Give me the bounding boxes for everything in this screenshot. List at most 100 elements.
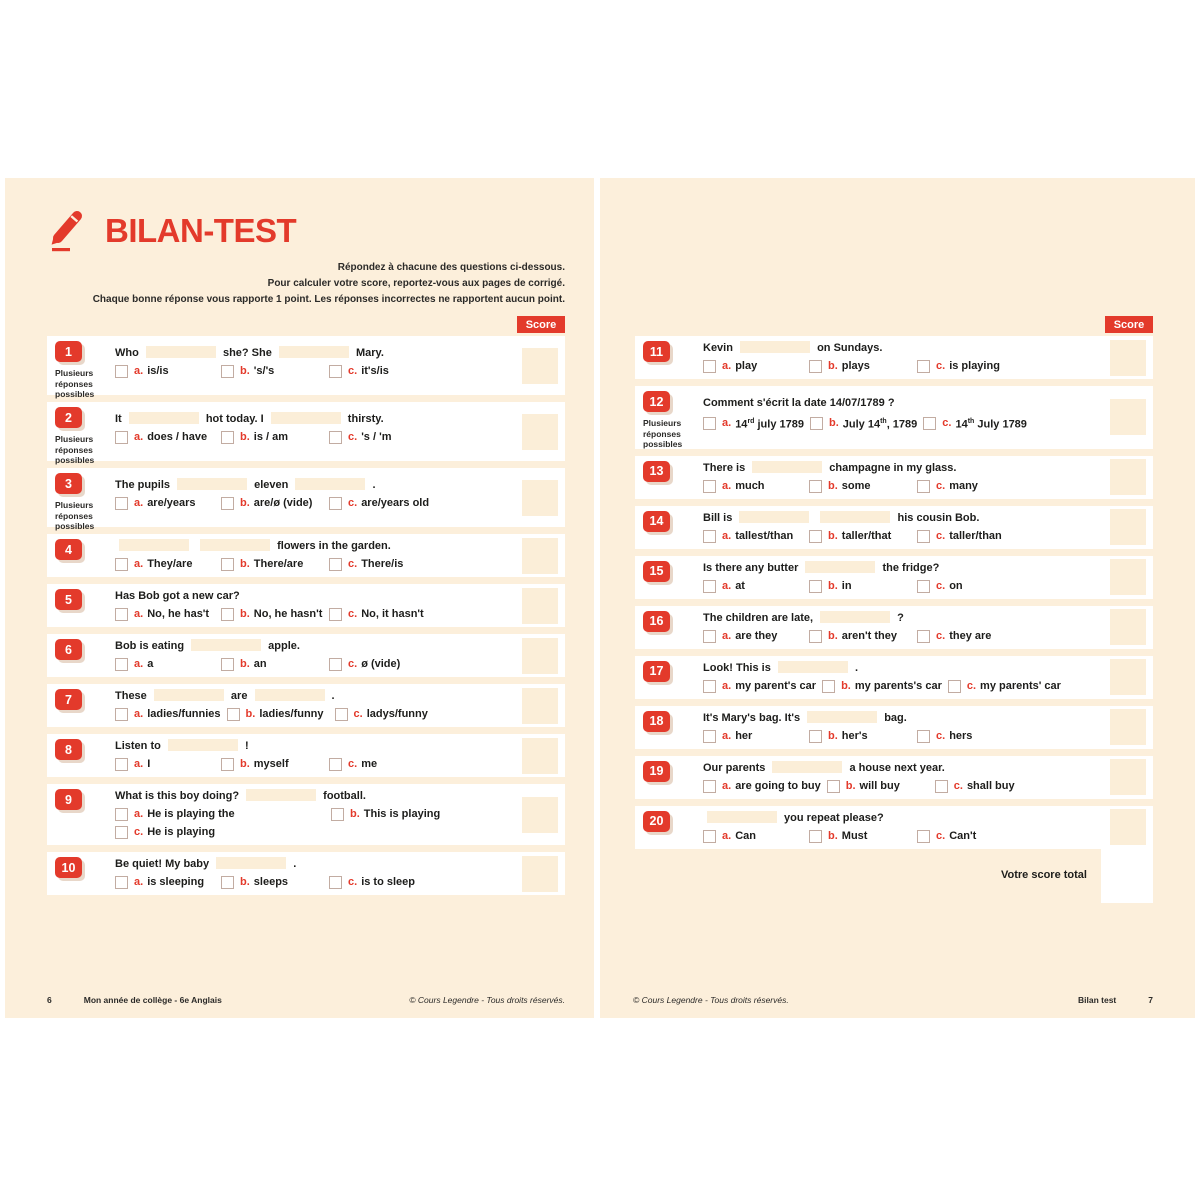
answer-checkbox[interactable] bbox=[703, 579, 716, 593]
answer-checkbox[interactable] bbox=[329, 758, 342, 771]
answer-checkbox[interactable] bbox=[334, 708, 348, 721]
score-box[interactable] bbox=[522, 855, 558, 892]
answer-checkbox[interactable] bbox=[809, 629, 822, 643]
answer-checkbox[interactable] bbox=[115, 558, 128, 571]
answer-checkbox[interactable] bbox=[923, 416, 937, 430]
answer-checkbox[interactable] bbox=[331, 808, 344, 821]
answer-checkbox[interactable] bbox=[221, 558, 234, 571]
answer-checkbox[interactable] bbox=[221, 658, 234, 671]
score-box[interactable] bbox=[522, 796, 558, 833]
answer-blank[interactable] bbox=[167, 739, 238, 751]
answer-checkbox[interactable] bbox=[226, 708, 240, 721]
score-box[interactable] bbox=[522, 537, 558, 574]
answer-blank[interactable] bbox=[216, 857, 287, 869]
answer-checkbox[interactable] bbox=[115, 708, 128, 721]
answer-checkbox[interactable] bbox=[703, 629, 716, 643]
answer-checkbox[interactable] bbox=[221, 431, 234, 444]
score-box[interactable] bbox=[522, 587, 558, 624]
score-box[interactable] bbox=[1110, 339, 1146, 376]
answer-checkbox[interactable] bbox=[329, 497, 342, 510]
score-box[interactable] bbox=[522, 413, 558, 450]
answer-checkbox[interactable] bbox=[809, 829, 822, 843]
answer-checkbox[interactable] bbox=[115, 808, 128, 821]
answer-blank[interactable] bbox=[278, 346, 349, 358]
answer-checkbox[interactable] bbox=[826, 779, 840, 793]
answer-checkbox[interactable] bbox=[703, 679, 716, 693]
answer-checkbox[interactable] bbox=[947, 679, 961, 693]
answer-checkbox[interactable] bbox=[329, 365, 342, 378]
answer-checkbox[interactable] bbox=[917, 579, 930, 593]
answer-checkbox[interactable] bbox=[221, 608, 234, 621]
answer-checkbox[interactable] bbox=[809, 529, 822, 543]
answer-checkbox[interactable] bbox=[703, 779, 716, 793]
answer-checkbox[interactable] bbox=[917, 360, 930, 373]
answer-checkbox[interactable] bbox=[115, 365, 128, 378]
answer-checkbox[interactable] bbox=[115, 608, 128, 621]
answer-checkbox[interactable] bbox=[703, 479, 716, 493]
answer-blank[interactable] bbox=[752, 460, 823, 473]
answer-checkbox[interactable] bbox=[329, 876, 342, 889]
answer-checkbox[interactable] bbox=[115, 876, 128, 889]
answer-blank[interactable] bbox=[820, 610, 891, 623]
answer-checkbox[interactable] bbox=[115, 497, 128, 510]
answer-blank[interactable] bbox=[145, 346, 216, 358]
answer-blank[interactable] bbox=[153, 689, 224, 701]
answer-checkbox[interactable] bbox=[703, 360, 716, 373]
answer-checkbox[interactable] bbox=[329, 658, 342, 671]
score-box[interactable] bbox=[522, 637, 558, 674]
answer-checkbox[interactable] bbox=[917, 629, 930, 643]
score-box[interactable] bbox=[522, 687, 558, 724]
answer-blank[interactable] bbox=[200, 539, 271, 551]
score-box[interactable] bbox=[522, 479, 558, 516]
answer-checkbox[interactable] bbox=[703, 829, 716, 843]
answer-blank[interactable] bbox=[246, 789, 317, 801]
score-box[interactable] bbox=[522, 737, 558, 774]
answer-checkbox[interactable] bbox=[809, 729, 822, 743]
score-box[interactable] bbox=[1110, 809, 1146, 846]
answer-checkbox[interactable] bbox=[822, 679, 836, 693]
score-box[interactable] bbox=[1110, 559, 1146, 596]
answer-checkbox[interactable] bbox=[329, 431, 342, 444]
answer-blank[interactable] bbox=[739, 510, 810, 523]
answer-blank[interactable] bbox=[772, 760, 843, 773]
answer-blank[interactable] bbox=[191, 639, 262, 651]
answer-checkbox[interactable] bbox=[703, 729, 716, 743]
answer-checkbox[interactable] bbox=[703, 529, 716, 543]
answer-checkbox[interactable] bbox=[221, 497, 234, 510]
answer-checkbox[interactable] bbox=[221, 365, 234, 378]
score-box[interactable] bbox=[1110, 459, 1146, 496]
answer-blank[interactable] bbox=[805, 560, 876, 573]
answer-checkbox[interactable] bbox=[809, 479, 822, 493]
answer-checkbox[interactable] bbox=[115, 758, 128, 771]
answer-checkbox[interactable] bbox=[115, 658, 128, 671]
score-box[interactable] bbox=[1110, 509, 1146, 546]
answer-blank[interactable] bbox=[707, 810, 777, 823]
answer-checkbox[interactable] bbox=[917, 829, 930, 843]
answer-blank[interactable] bbox=[270, 412, 341, 424]
answer-blank[interactable] bbox=[128, 412, 199, 424]
answer-blank[interactable] bbox=[177, 478, 248, 490]
total-score-box[interactable] bbox=[1101, 846, 1153, 903]
answer-checkbox[interactable] bbox=[809, 360, 822, 373]
answer-checkbox[interactable] bbox=[703, 416, 716, 430]
answer-checkbox[interactable] bbox=[809, 579, 822, 593]
score-box[interactable] bbox=[1110, 709, 1146, 746]
score-box[interactable] bbox=[522, 347, 558, 384]
answer-blank[interactable] bbox=[777, 660, 848, 673]
score-box[interactable] bbox=[1110, 659, 1146, 696]
answer-checkbox[interactable] bbox=[221, 758, 234, 771]
answer-checkbox[interactable] bbox=[329, 558, 342, 571]
answer-checkbox[interactable] bbox=[934, 779, 948, 793]
answer-blank[interactable] bbox=[295, 478, 366, 490]
answer-checkbox[interactable] bbox=[221, 876, 234, 889]
score-box[interactable] bbox=[1110, 609, 1146, 646]
answer-blank[interactable] bbox=[740, 341, 811, 353]
answer-blank[interactable] bbox=[254, 689, 325, 701]
answer-checkbox[interactable] bbox=[917, 729, 930, 743]
answer-checkbox[interactable] bbox=[917, 529, 930, 543]
answer-checkbox[interactable] bbox=[115, 826, 128, 839]
answer-blank[interactable] bbox=[820, 510, 891, 523]
score-box[interactable] bbox=[1110, 399, 1146, 436]
score-box[interactable] bbox=[1110, 759, 1146, 796]
answer-blank[interactable] bbox=[807, 710, 878, 723]
